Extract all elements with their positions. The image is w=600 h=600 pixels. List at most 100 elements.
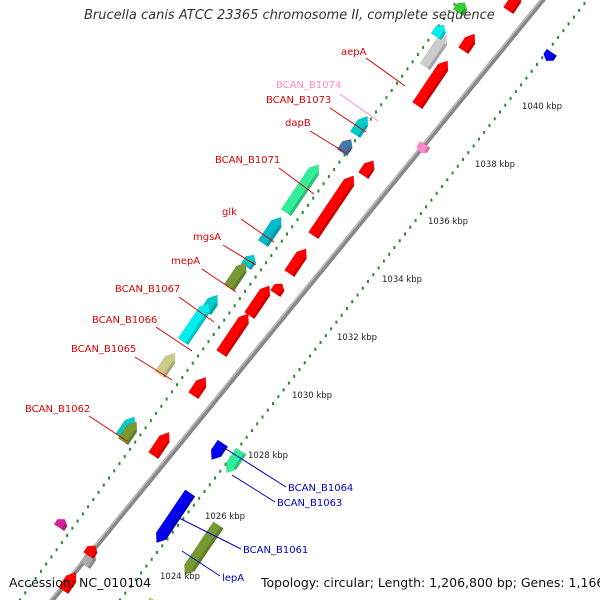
leader-line: [240, 218, 275, 243]
tick-dot: [118, 462, 121, 466]
tick-dot: [181, 376, 184, 380]
tick-dot: [228, 311, 231, 315]
tick-dot: [245, 435, 248, 439]
gene-label: aepA: [341, 47, 367, 58]
tick-dot: [219, 469, 222, 473]
gene-arrow: [416, 140, 431, 154]
topology-text: Topology: circular; Length: 1,206,800 bp…: [261, 575, 600, 590]
tick-dot: [430, 198, 433, 202]
gene-arrow: [270, 283, 285, 298]
tick-dot: [493, 117, 496, 121]
tick-dot: [340, 313, 343, 317]
tick-dot: [312, 196, 315, 200]
tick-dot: [76, 519, 79, 523]
scale-tick-label: 1030 kbp: [292, 391, 332, 401]
tick-dot: [472, 144, 475, 148]
accession-text: Accession: NC_010104: [9, 575, 152, 590]
tick-dot: [354, 139, 357, 143]
leader-line: [329, 107, 367, 133]
tick-dot: [29, 584, 32, 588]
tick-dot: [97, 490, 100, 494]
tick-dot: [171, 530, 174, 534]
gene-label: lepA: [222, 573, 244, 584]
tick-dot: [128, 447, 131, 451]
tick-dot: [456, 164, 459, 168]
tick-dot: [330, 327, 333, 331]
gene-shade: [277, 289, 285, 297]
tick-dot: [250, 429, 253, 433]
gene-shade: [231, 271, 247, 291]
tick-dot: [55, 548, 58, 552]
tick-dot: [39, 569, 42, 573]
tick-dot: [390, 88, 393, 92]
tick-dot: [149, 419, 152, 423]
tick-dot: [324, 334, 327, 338]
gene-label: BCAN_B1066: [92, 315, 157, 326]
tick-dot: [280, 239, 283, 243]
tick-dot: [124, 591, 127, 595]
gene-shade: [218, 444, 228, 457]
tick-dot: [301, 210, 304, 214]
gene-label: BCAN_B1067: [115, 284, 180, 295]
tick-dot: [150, 557, 153, 561]
gene-shade: [87, 558, 97, 569]
tick-dot: [24, 591, 27, 595]
tick-dot: [448, 10, 451, 14]
tick-dot: [238, 297, 241, 301]
tick-dot: [140, 571, 143, 575]
gene-arrow: [257, 216, 282, 248]
gene-shade: [357, 124, 368, 138]
tick-dot: [477, 137, 480, 141]
tick-dot: [309, 354, 311, 358]
gene-label: BCAN_B1071: [215, 155, 280, 166]
gene-shade: [419, 69, 449, 109]
tick-dot: [266, 408, 269, 412]
tick-dot: [191, 361, 194, 365]
tick-dot: [388, 252, 391, 256]
tick-dot: [333, 167, 336, 171]
tick-dot: [446, 178, 449, 182]
tick-dot: [139, 433, 142, 437]
gene-shade: [185, 311, 210, 345]
tick-dot: [202, 347, 205, 351]
tick-dot: [416, 53, 419, 57]
tick-dot: [572, 15, 575, 19]
gene-label: BCAN_B1064: [288, 483, 353, 494]
gene-label: mepA: [171, 256, 200, 267]
gene-shade: [65, 580, 77, 594]
backbone-line: [49, 0, 546, 600]
gene-shade: [424, 146, 431, 153]
gene-label: BCAN_B1062: [25, 404, 90, 415]
tick-dot: [277, 395, 280, 399]
tick-dot: [535, 63, 538, 67]
gene-shade: [223, 322, 249, 357]
tick-dot: [530, 69, 533, 73]
tick-dot: [233, 304, 236, 308]
gene-arrow: [244, 285, 271, 320]
gene-arrow: [83, 545, 98, 560]
tick-dot: [129, 584, 132, 588]
gene-shade: [265, 225, 282, 247]
tick-dot: [335, 320, 338, 324]
tick-dot: [170, 390, 173, 394]
gene-shade: [460, 8, 468, 16]
gene-shade: [208, 303, 218, 315]
tick-dot: [520, 83, 523, 87]
tick-dot: [551, 42, 554, 46]
scale-ticks: 1024 kbp 1026 kbp 1028 kbp 1030 kbp 1032 kbp…: [160, 102, 562, 582]
tick-dot: [453, 2, 456, 6]
gene-labels: aepA BCAN_B1074 BCAN_B1073 dapB BCAN_B1071gl…: [25, 47, 367, 584]
gene-shade: [510, 0, 522, 14]
tick-dot: [208, 483, 211, 487]
gene-label: BCAN_B1063: [277, 498, 342, 509]
leader-line: [178, 296, 215, 323]
leader-line: [339, 93, 379, 122]
tick-dot: [87, 505, 90, 509]
tick-dot: [212, 332, 215, 336]
tick-dot: [541, 56, 544, 60]
gene-label: mgsA: [193, 232, 221, 243]
gene-shade: [344, 146, 353, 156]
gene-arrow: [216, 313, 249, 358]
scale-tick-label: 1034 kbp: [382, 275, 422, 285]
